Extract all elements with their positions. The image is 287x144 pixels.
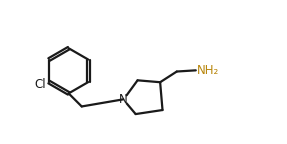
Text: NH₂: NH₂	[197, 64, 219, 77]
Text: Cl: Cl	[35, 77, 46, 90]
Text: N: N	[119, 93, 128, 106]
